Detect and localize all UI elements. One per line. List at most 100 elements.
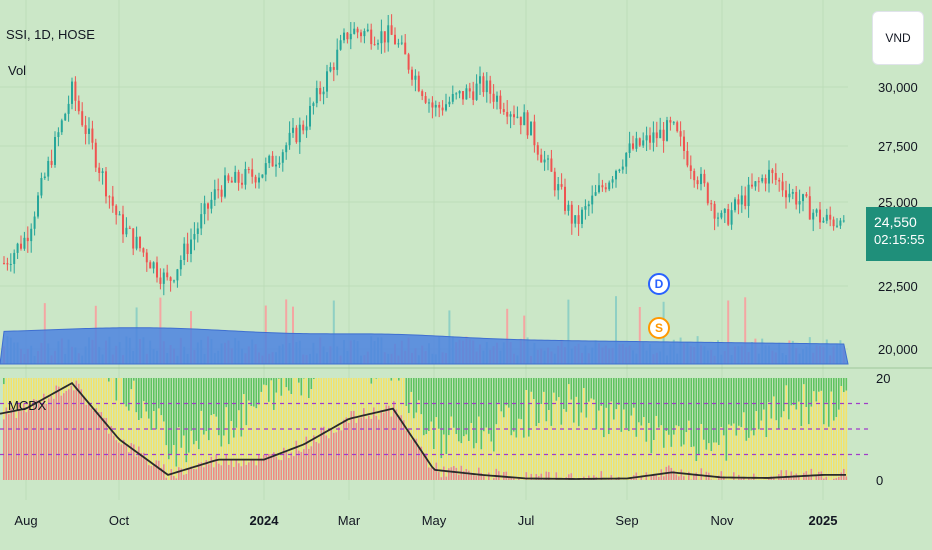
mcdx-green-85 <box>215 378 218 417</box>
candle-body-42 <box>145 252 148 263</box>
mcdx-yellow-141 <box>355 378 358 423</box>
candle-body-241 <box>822 220 825 223</box>
candle-body-15 <box>54 137 56 165</box>
mcdx-green-268 <box>673 378 675 435</box>
mcdx-green-233 <box>585 378 588 418</box>
mcdx-red-272 <box>683 476 685 480</box>
mcdx-yellow-168 <box>423 435 425 454</box>
mcdx-red-318 <box>798 476 800 480</box>
candle-body-146 <box>499 95 502 110</box>
mcdx-red-51 <box>130 443 133 480</box>
mcdx-red-268 <box>673 470 675 480</box>
mcdx-green-205 <box>515 378 518 438</box>
price-tick-1: 27,500 <box>878 139 918 154</box>
candle-body-88 <box>302 124 305 131</box>
mcdx-red-21 <box>55 385 58 480</box>
mcdx-green-81 <box>205 378 208 432</box>
candle-body-163 <box>557 184 560 191</box>
mcdx-red-149 <box>375 415 378 480</box>
mcdx-green-65 <box>165 378 168 446</box>
candle-body-21 <box>74 81 77 101</box>
candle-body-142 <box>485 80 488 93</box>
volume-bar-83 <box>285 299 288 364</box>
candle-body-67 <box>230 180 233 183</box>
mcdx-red-86 <box>218 463 220 480</box>
candle-body-220 <box>751 184 753 187</box>
candle-body-150 <box>513 114 515 118</box>
mcdx-yellow-294 <box>738 425 740 475</box>
mcdx-yellow-54 <box>138 420 140 447</box>
candle-body-109 <box>373 44 376 46</box>
mcdx-red-92 <box>233 466 235 480</box>
candle-body-43 <box>149 262 152 269</box>
mcdx-yellow-237 <box>595 429 598 477</box>
time-tick-Oct: Oct <box>109 513 130 528</box>
mcdx-red-146 <box>368 415 370 480</box>
mcdx-red-41 <box>105 417 108 480</box>
mcdx-yellow-260 <box>653 439 655 475</box>
mcdx-yellow-31 <box>80 378 83 390</box>
mcdx-yellow-266 <box>668 434 670 466</box>
candle-body-20 <box>71 81 73 104</box>
mcdx-green-254 <box>638 378 640 423</box>
mcdx-green-294 <box>738 378 740 426</box>
mcdx-red-213 <box>535 473 538 480</box>
candle-body-188 <box>642 140 645 146</box>
candle-body-236 <box>805 194 808 197</box>
mcdx-green-267 <box>670 378 673 447</box>
mcdx-yellow-41 <box>105 378 108 418</box>
mcdx-red-179 <box>450 467 453 480</box>
mcdx-green-106 <box>268 378 270 402</box>
candle-body-27 <box>94 142 97 168</box>
mcdx-yellow-254 <box>638 422 640 480</box>
dividend-marker[interactable]: D <box>648 273 670 295</box>
mcdx-yellow-91 <box>230 421 233 460</box>
candle-body-217 <box>740 195 743 205</box>
candle-body-196 <box>669 120 672 123</box>
mcdx-green-105 <box>265 378 268 386</box>
mcdx-green-94 <box>238 378 240 411</box>
candle-body-237 <box>808 196 811 220</box>
time-tick-Mar: Mar <box>338 513 361 528</box>
candle-body-173 <box>591 195 594 205</box>
mcdx-red-79 <box>200 462 203 480</box>
mcdx-yellow-47 <box>120 378 123 445</box>
candle-body-168 <box>574 215 577 224</box>
mcdx-red-115 <box>290 452 293 480</box>
mcdx-yellow-209 <box>525 390 528 473</box>
candle-body-112 <box>383 31 386 43</box>
candle-body-117 <box>400 42 403 44</box>
candle-body-226 <box>771 169 774 174</box>
mcdx-red-335 <box>840 472 843 480</box>
mcdx-yellow-183 <box>460 443 463 466</box>
candle-body-108 <box>370 29 373 45</box>
mcdx-yellow-313 <box>785 385 788 471</box>
candle-body-240 <box>819 209 821 223</box>
mcdx-yellow-77 <box>195 440 198 470</box>
mcdx-red-116 <box>293 456 295 480</box>
candle-body-133 <box>455 93 458 95</box>
mcdx-green-252 <box>633 378 635 408</box>
candle-body-59 <box>203 203 206 215</box>
mcdx-green-61 <box>155 378 158 430</box>
mcdx-yellow-63 <box>160 415 163 468</box>
candle-body-170 <box>581 209 583 224</box>
mcdx-yellow-106 <box>268 401 270 454</box>
mcdx-yellow-319 <box>800 426 803 480</box>
candle-body-79 <box>271 155 274 167</box>
mcdx-red-113 <box>285 451 288 480</box>
mcdx-green-223 <box>560 378 563 425</box>
candle-body-190 <box>649 135 651 143</box>
mcdx-red-188 <box>473 475 475 480</box>
candle-body-187 <box>638 138 641 146</box>
mcdx-yellow-4 <box>13 378 15 411</box>
mcdx-yellow-198 <box>498 402 500 472</box>
mcdx-yellow-278 <box>698 455 700 480</box>
volume-label: Vol <box>8 63 27 78</box>
mcdx-red-166 <box>418 447 420 480</box>
candle-body-231 <box>788 193 791 198</box>
mcdx-yellow-92 <box>233 437 235 467</box>
currency-button[interactable]: VND <box>872 11 924 65</box>
split-marker[interactable]: S <box>648 317 670 339</box>
